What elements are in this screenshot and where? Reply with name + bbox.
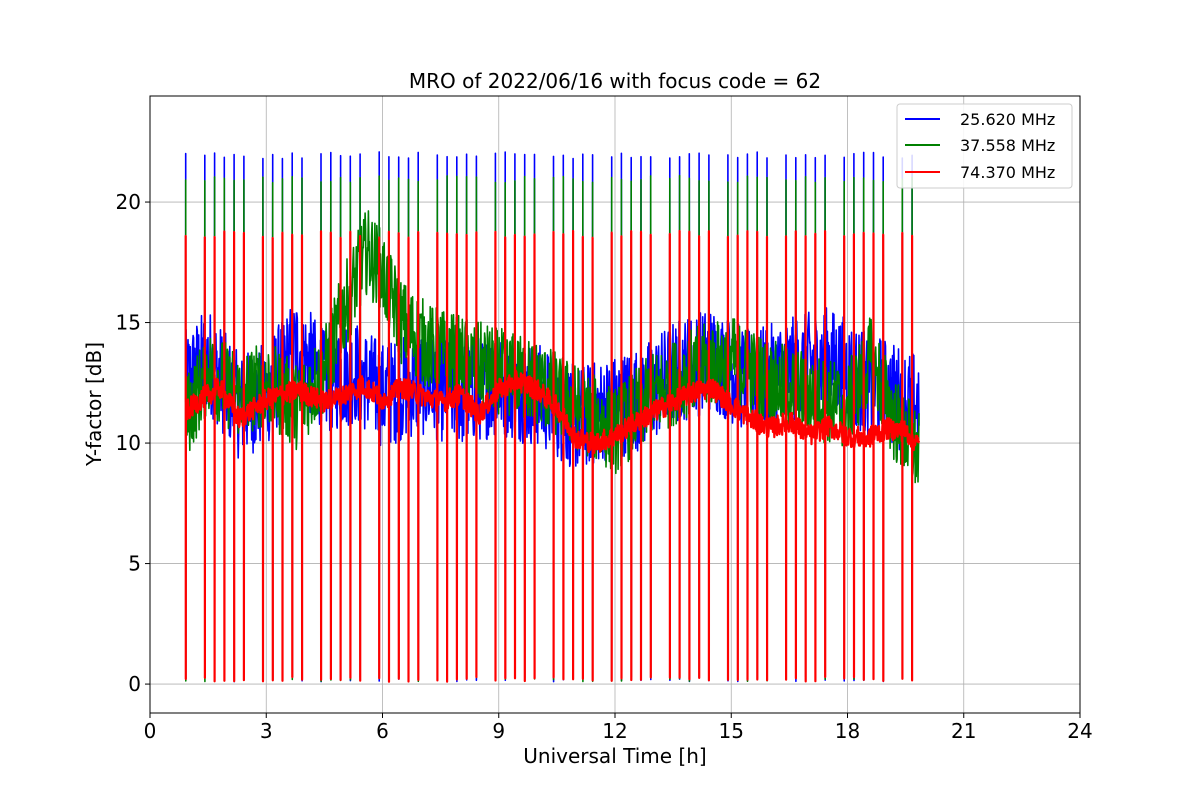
series-group <box>184 151 921 683</box>
x-tick-label: 18 <box>835 719 860 743</box>
legend-label-series-1: 25.620 MHz <box>960 110 1055 129</box>
legend-label-series-2: 37.558 MHz <box>960 136 1055 155</box>
y-tick-label: 15 <box>116 311 141 335</box>
legend: 25.620 MHz 37.558 MHz 74.370 MHz <box>896 103 1073 189</box>
y-tick-label: 20 <box>116 190 141 214</box>
x-axis-label: Universal Time [h] <box>523 744 706 768</box>
x-tick-label: 12 <box>602 719 627 743</box>
legend-box <box>896 103 1073 189</box>
x-tick-label: 3 <box>260 719 273 743</box>
chart-title: MRO of 2022/06/16 with focus code = 62 <box>409 69 821 93</box>
x-tick-label: 0 <box>144 719 157 743</box>
x-tick-label: 21 <box>951 719 976 743</box>
x-axis: 0 3 6 9 12 15 18 21 24 <box>144 713 1093 743</box>
y-axis-label: Y-factor [dB] <box>82 342 106 467</box>
y-tick-label: 0 <box>128 672 141 696</box>
y-tick-label: 5 <box>128 552 141 576</box>
x-tick-label: 6 <box>376 719 389 743</box>
series-line-3 <box>184 229 921 683</box>
x-tick-label: 9 <box>492 719 505 743</box>
y-axis: 0 5 10 15 20 <box>116 190 150 696</box>
y-tick-label: 10 <box>116 431 141 455</box>
x-tick-label: 24 <box>1067 719 1092 743</box>
legend-label-series-3: 74.370 MHz <box>960 163 1055 182</box>
x-tick-label: 15 <box>719 719 744 743</box>
